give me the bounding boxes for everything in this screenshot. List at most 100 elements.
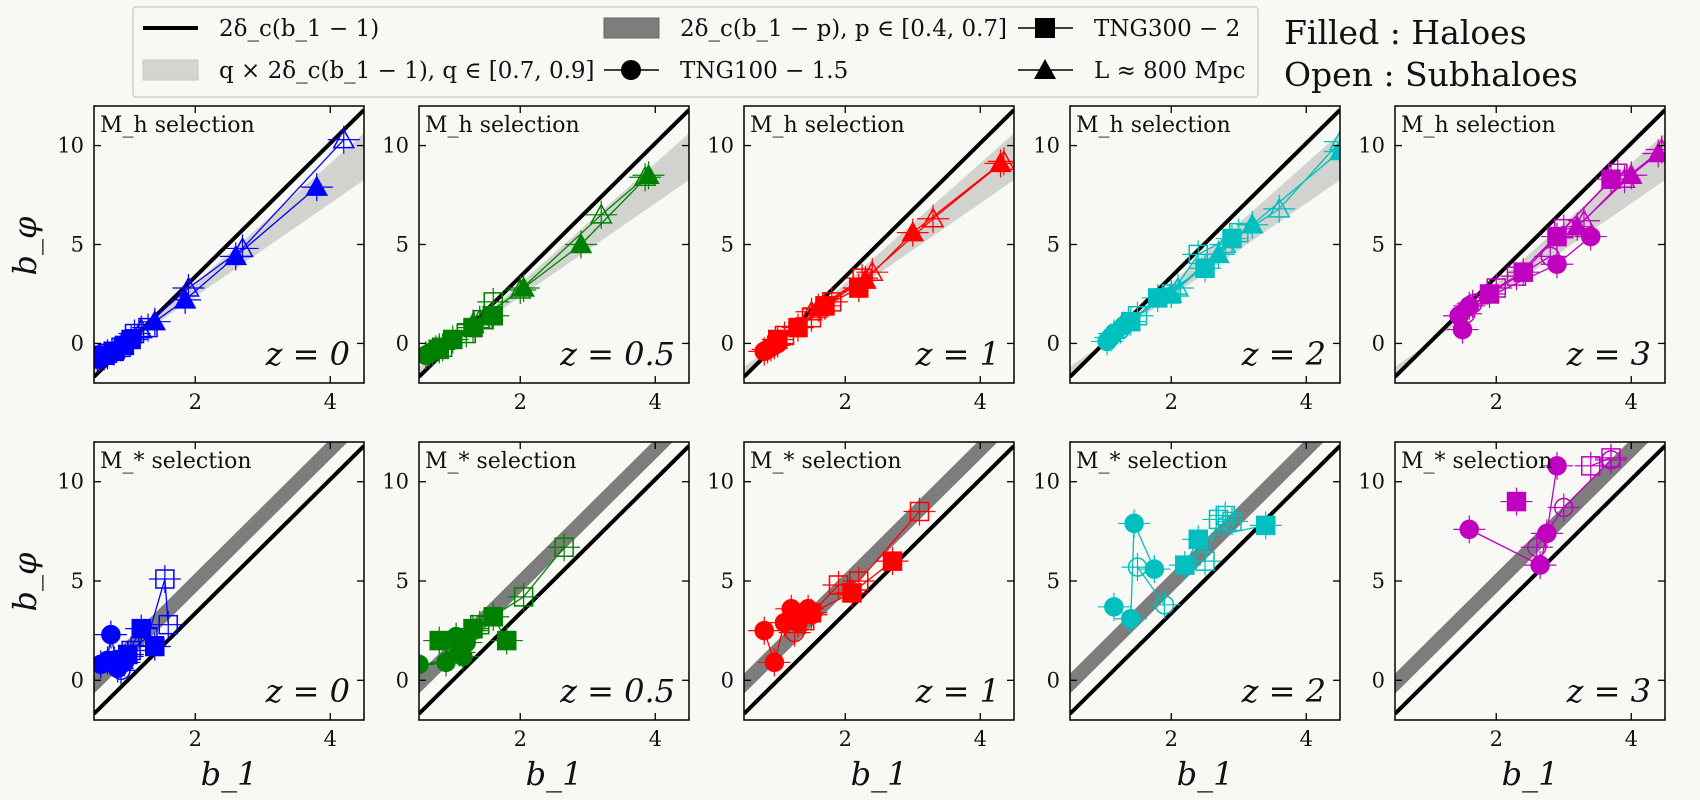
filled-circle-marker bbox=[754, 620, 774, 641]
open-square-marker bbox=[470, 614, 490, 635]
filled-circle-marker bbox=[101, 624, 121, 645]
x-tick-label: 2 bbox=[1490, 727, 1503, 751]
filled-circle-marker bbox=[1459, 519, 1479, 540]
axis-titles: b_φ b_φ b_1 b_1 b_1 b_1 b_1 bbox=[6, 216, 1558, 793]
selection-label: M_h selection bbox=[750, 113, 905, 138]
filled-square-marker bbox=[497, 630, 517, 651]
open-square-marker bbox=[158, 614, 178, 635]
panel: 2 4 0 5 10 M_* selection z = 2 bbox=[1033, 441, 1341, 751]
filled-circle-marker bbox=[1124, 513, 1144, 534]
selection-label: M_h selection bbox=[100, 113, 255, 138]
open-square-marker bbox=[1161, 284, 1181, 304]
open-square-marker bbox=[1486, 278, 1506, 298]
open-square-marker bbox=[909, 501, 930, 522]
legend: 2δ_c(b_1 − 1) q × 2δ_c(b_1 − 1), q ∈ [0.7… bbox=[132, 6, 1578, 98]
x-axis-title: b_1 bbox=[1502, 755, 1559, 793]
y-tick-label: 0 bbox=[721, 331, 734, 355]
plot-area bbox=[1395, 108, 1665, 379]
y-tick-label: 5 bbox=[71, 569, 84, 593]
x-tick-label: 2 bbox=[189, 727, 202, 751]
legend-label: TNG100 − 1.5 bbox=[680, 58, 848, 84]
panel: 2 4 0 5 10 M_h selection z = 1 bbox=[707, 105, 1015, 414]
open-note: Open : Subhaloes bbox=[1284, 55, 1578, 94]
filled-square-marker bbox=[121, 329, 141, 350]
selection-label: M_h selection bbox=[1401, 113, 1556, 138]
legend-square-symbol bbox=[1035, 18, 1055, 38]
panel: 2 4 0 5 10 M_h selection z = 0 bbox=[57, 105, 365, 414]
series-line bbox=[804, 511, 920, 622]
legend-item: 2δ_c(b_1 − p), p ∈ [0.4, 0.7] bbox=[603, 16, 1007, 42]
x-tick-label: 2 bbox=[839, 727, 852, 751]
open-square-marker bbox=[1554, 218, 1574, 239]
y-tick-label: 5 bbox=[1372, 569, 1385, 593]
x-tick-label: 4 bbox=[649, 390, 662, 414]
x-tick-label: 4 bbox=[1300, 727, 1313, 751]
filled-circle-marker bbox=[1144, 559, 1165, 579]
redshift-label: z = 3 bbox=[1566, 335, 1651, 373]
open-square-marker bbox=[1229, 222, 1249, 243]
y-tick-label: 10 bbox=[1358, 470, 1385, 494]
dark-band bbox=[1070, 442, 1324, 694]
open-triangle-marker bbox=[1572, 209, 1596, 230]
open-square-marker bbox=[513, 587, 534, 607]
redshift-label: z = 0.5 bbox=[559, 672, 675, 710]
filled-circle-marker bbox=[1452, 319, 1473, 340]
theory-line bbox=[94, 444, 364, 716]
open-triangle-marker bbox=[231, 236, 254, 258]
series-line bbox=[154, 186, 318, 323]
x-tick-label: 4 bbox=[324, 390, 337, 414]
panel: 2 4 0 5 10 M_* selection z = 1 bbox=[707, 441, 1015, 751]
open-circle-marker bbox=[1154, 595, 1175, 615]
legend-circle-symbol bbox=[621, 60, 641, 80]
open-square-marker bbox=[822, 292, 842, 312]
x-tick-label: 4 bbox=[974, 390, 987, 414]
filled-note: Filled : Haloes bbox=[1284, 13, 1527, 52]
y-tick-label: 0 bbox=[1372, 668, 1385, 692]
open-triangle-marker bbox=[177, 276, 200, 297]
filled-square-marker bbox=[882, 551, 903, 571]
x-tick-label: 4 bbox=[1625, 727, 1638, 751]
legend-dark-band-symbol bbox=[603, 17, 660, 39]
x-tick-label: 4 bbox=[1625, 390, 1638, 414]
y-tick-label: 10 bbox=[1033, 134, 1060, 158]
open-square-marker bbox=[849, 571, 869, 591]
open-circle-marker bbox=[443, 634, 463, 655]
open-circle-marker bbox=[1100, 327, 1121, 348]
legend-item: TNG100 − 1.5 bbox=[604, 58, 848, 84]
x-tick-label: 2 bbox=[514, 727, 527, 751]
legend-item: L ≈ 800 Mpc bbox=[1018, 58, 1246, 84]
filled-triangle-marker bbox=[569, 232, 593, 254]
open-circle-marker bbox=[94, 346, 114, 367]
redshift-label: z = 1 bbox=[915, 672, 1000, 710]
y-tick-label: 5 bbox=[396, 233, 409, 257]
open-triangle-marker bbox=[633, 165, 657, 186]
open-triangle-marker bbox=[332, 128, 356, 149]
chart-panels: 2 4 0 5 10 M_h selection z = 0 2 4 0 5 10 M_h select… bbox=[57, 105, 1666, 751]
panel: 2 4 0 5 10 M_* selection z = 3 bbox=[1358, 441, 1666, 751]
open-circle-marker bbox=[1127, 557, 1148, 577]
open-circle-marker bbox=[1554, 497, 1574, 518]
plot-area bbox=[744, 442, 1014, 716]
open-square-marker bbox=[1208, 509, 1229, 530]
x-tick-label: 4 bbox=[324, 727, 337, 751]
panel: 2 4 0 5 10 M_* selection z = 0 bbox=[57, 441, 365, 751]
y-tick-label: 0 bbox=[1372, 331, 1385, 355]
legend-light-band-symbol bbox=[142, 59, 199, 81]
x-tick-label: 2 bbox=[839, 390, 852, 414]
open-square-marker bbox=[1188, 244, 1208, 265]
y-tick-label: 5 bbox=[721, 569, 734, 593]
x-tick-label: 2 bbox=[514, 390, 527, 414]
open-triangle-marker bbox=[921, 207, 945, 228]
open-square-marker bbox=[473, 309, 493, 330]
series-line bbox=[1136, 566, 1166, 606]
legend-triangle-symbol bbox=[1034, 59, 1056, 79]
filled-triangle-marker bbox=[224, 244, 248, 266]
series-line bbox=[1495, 172, 1619, 289]
open-triangle-marker bbox=[1166, 276, 1190, 297]
filled-circle-marker bbox=[1121, 608, 1141, 629]
series-line bbox=[1137, 232, 1240, 317]
open-square-marker bbox=[1222, 511, 1242, 532]
y-axis-title: b_φ bbox=[6, 552, 44, 611]
filled-square-marker bbox=[1256, 515, 1276, 536]
legend-item: TNG300 − 2 bbox=[1018, 16, 1240, 42]
